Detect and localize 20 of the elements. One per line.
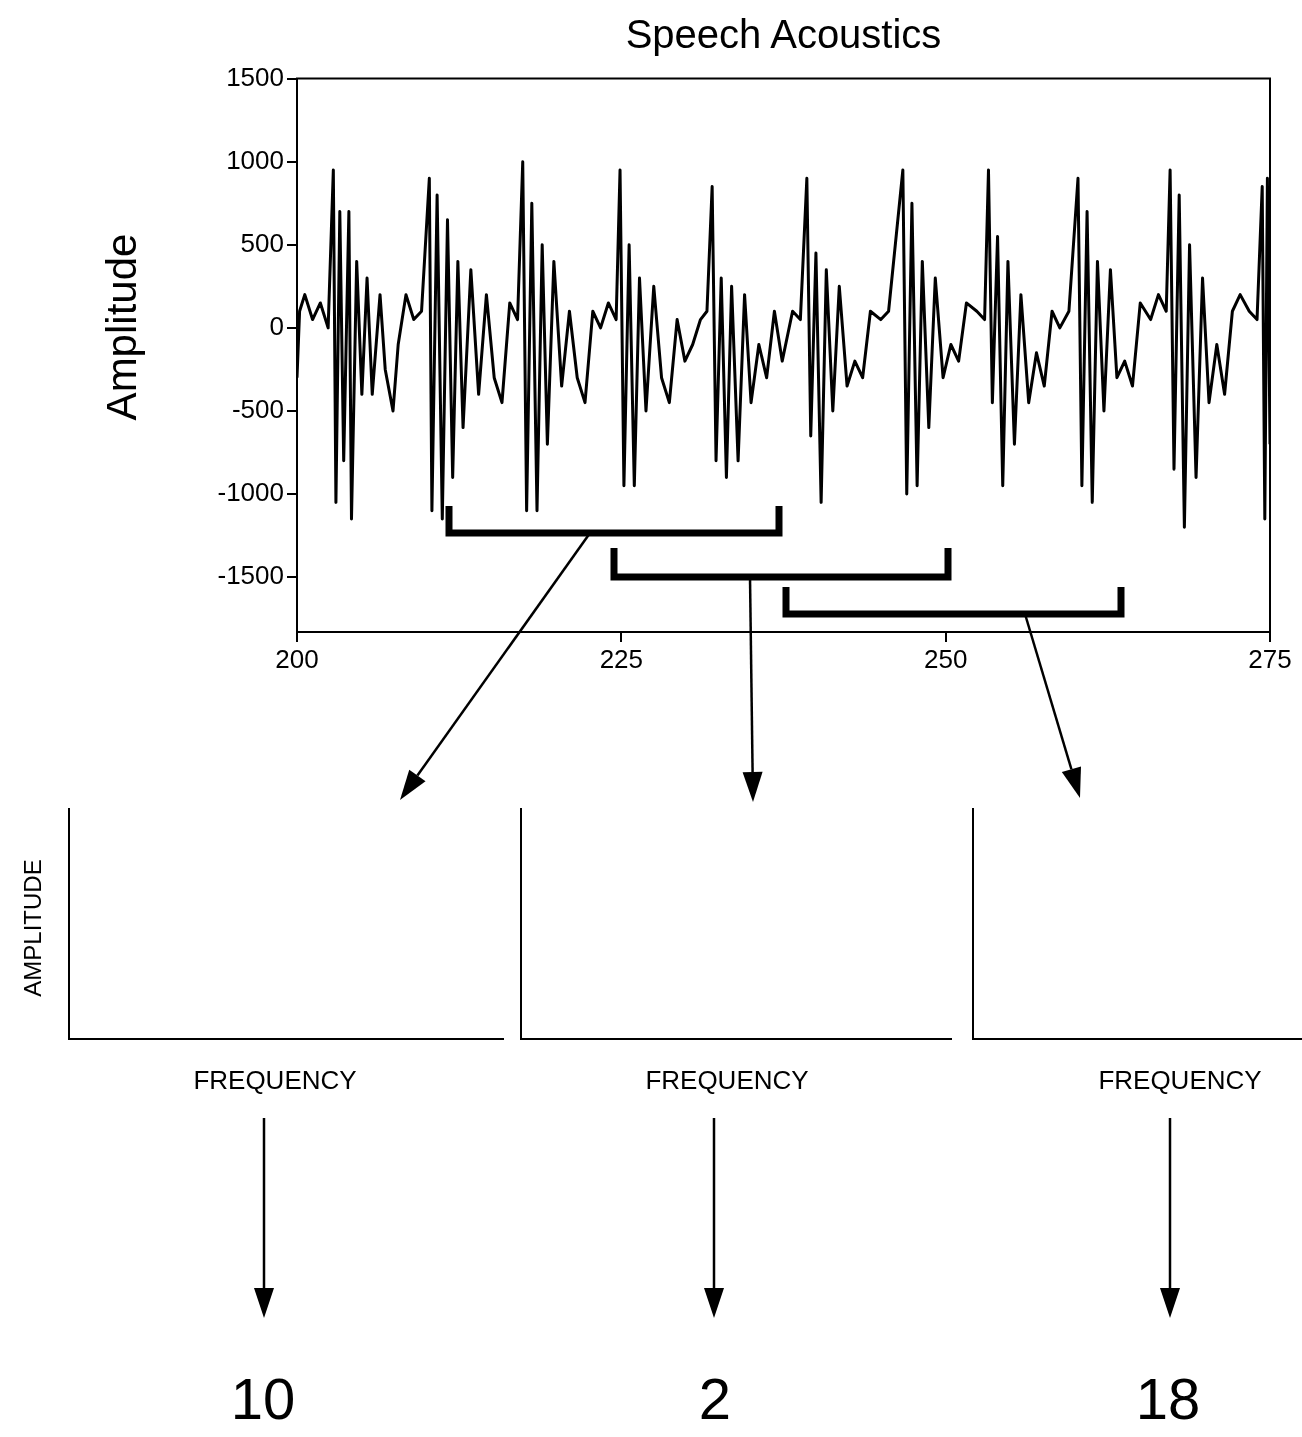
text: 10: [230, 1365, 296, 1432]
y-tick-label: 0: [269, 311, 284, 342]
text: FREQUENCY: [1098, 1065, 1262, 1096]
y-tick-label: -1000: [217, 477, 284, 508]
y-tick-label: 500: [240, 227, 284, 258]
y-tick-label: -1500: [217, 560, 284, 591]
text: 2: [698, 1365, 732, 1432]
chart-title: Speech Acoustics: [624, 12, 943, 57]
y-axis-title: Amplitude: [98, 233, 146, 421]
text: AMPLITUDE: [19, 859, 47, 997]
x-tick-label: 250: [923, 643, 968, 674]
text: 18: [1135, 1365, 1201, 1432]
y-tick-label: -500: [231, 394, 284, 425]
x-tick-label: 225: [599, 643, 644, 674]
y-tick-label: 1000: [226, 144, 284, 175]
text: FREQUENCY: [645, 1065, 809, 1096]
x-tick-label: 275: [1248, 643, 1292, 674]
x-tick-label: 200: [275, 643, 319, 674]
text: FREQUENCY: [193, 1065, 357, 1096]
y-tick-label: 1500: [226, 61, 284, 92]
